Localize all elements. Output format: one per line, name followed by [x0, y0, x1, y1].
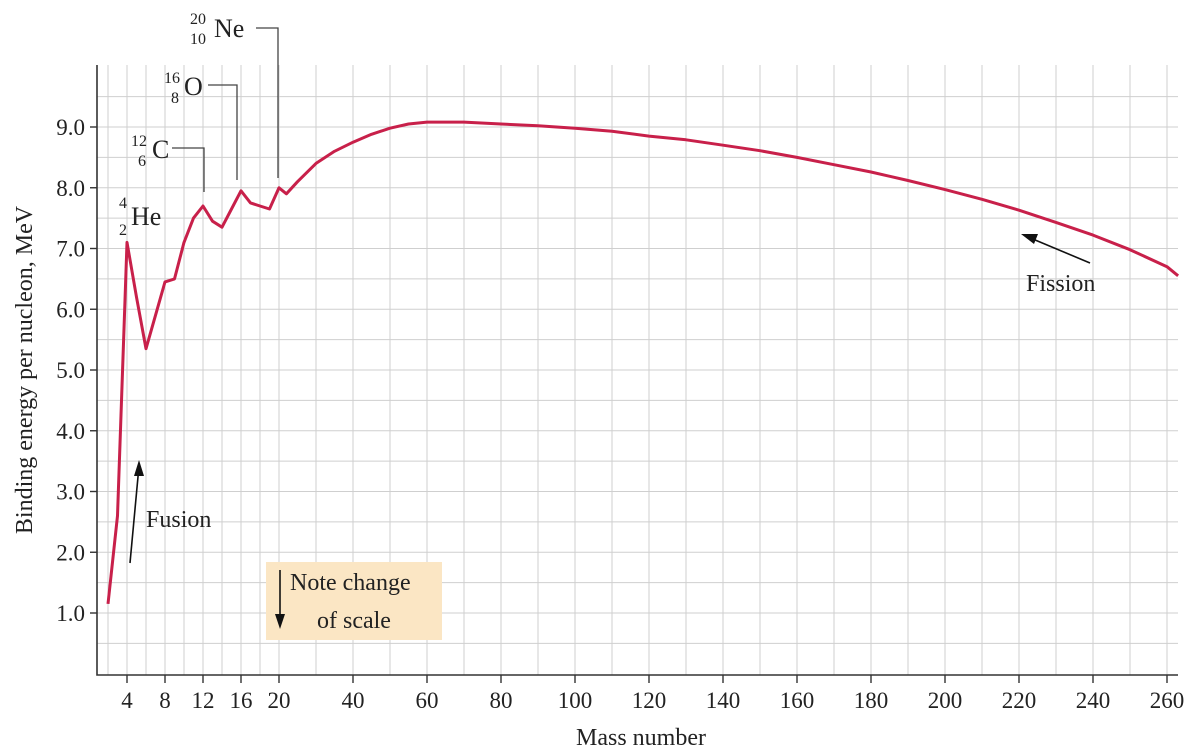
fusion-label: Fusion [146, 507, 211, 533]
x-tick-label: 40 [342, 688, 365, 713]
x-tick-label: 8 [159, 688, 171, 713]
x-tick-label: 100 [558, 688, 593, 713]
grid-layer [97, 65, 1178, 675]
o-mass-number: 16 [164, 70, 180, 87]
x-tick-label: 220 [1002, 688, 1037, 713]
y-tick-label: 4.0 [56, 419, 85, 444]
fusion-arrow [129, 465, 140, 564]
isotope-label-o16: 16 8 O [164, 70, 238, 180]
c-symbol: C [152, 135, 169, 164]
x-tick-label: 200 [928, 688, 963, 713]
y-tick-label: 7.0 [56, 237, 85, 262]
y-tick-label: 8.0 [56, 176, 85, 201]
y-axis-title: Binding energy per nucleon, MeV [12, 205, 38, 534]
y-tick-label: 5.0 [56, 358, 85, 383]
isotope-label-ne20: 20 10 Ne [190, 11, 279, 178]
x-tick-labels: 4 8 12 16 20 40 60 80 100 120 140 160 180 200 220 240 26… [121, 675, 1184, 713]
he-atomic-number: 2 [119, 222, 127, 239]
scale-note-line2: of scale [317, 608, 391, 634]
o-symbol: O [184, 72, 203, 101]
ne-leader-line [256, 27, 279, 178]
y-tick-label: 1.0 [56, 601, 85, 626]
scale-note-arrowhead [275, 614, 285, 629]
o-leader-line [208, 84, 238, 180]
isotope-label-he4: 4 2 He [119, 195, 161, 239]
x-tick-label: 240 [1076, 688, 1111, 713]
y-tick-label: 2.0 [56, 540, 85, 565]
scale-note-box [266, 562, 442, 640]
fusion-arrowhead [134, 460, 144, 476]
x-tick-label: 60 [416, 688, 439, 713]
x-tick-label: 160 [780, 688, 815, 713]
he-symbol: He [131, 202, 161, 231]
c-mass-number: 12 [131, 133, 147, 150]
c-leader-line [172, 147, 205, 192]
y-tick-label: 6.0 [56, 297, 85, 322]
ne-symbol: Ne [214, 14, 244, 43]
axes-layer [96, 65, 1178, 676]
x-tick-label: 180 [854, 688, 889, 713]
isotope-label-c12: 12 6 C [131, 133, 205, 192]
fission-arrow [1027, 236, 1091, 264]
binding-energy-curve [106, 120, 1180, 605]
ne-mass-number: 20 [190, 11, 206, 28]
x-tick-label: 20 [268, 688, 291, 713]
c-atomic-number: 6 [138, 153, 146, 170]
fission-label: Fission [1026, 271, 1095, 297]
fission-arrowhead [1021, 234, 1038, 244]
he-mass-number: 4 [119, 195, 127, 212]
x-tick-label: 120 [632, 688, 667, 713]
scale-note-line1: Note change [290, 570, 411, 596]
x-tick-label: 260 [1150, 688, 1185, 713]
x-tick-label: 4 [121, 688, 133, 713]
ne-atomic-number: 10 [190, 31, 206, 48]
y-tick-labels: 1.0 2.0 3.0 4.0 5.0 6.0 7.0 8.0 9.0 [56, 115, 97, 626]
o-atomic-number: 8 [171, 90, 179, 107]
x-tick-label: 80 [490, 688, 513, 713]
plot-frame [96, 65, 1178, 676]
x-axis-title: Mass number [576, 725, 706, 751]
x-tick-label: 12 [192, 688, 215, 713]
x-tick-label: 140 [706, 688, 741, 713]
y-tick-label: 3.0 [56, 480, 85, 505]
y-tick-label: 9.0 [56, 115, 85, 140]
x-tick-label: 16 [230, 688, 253, 713]
